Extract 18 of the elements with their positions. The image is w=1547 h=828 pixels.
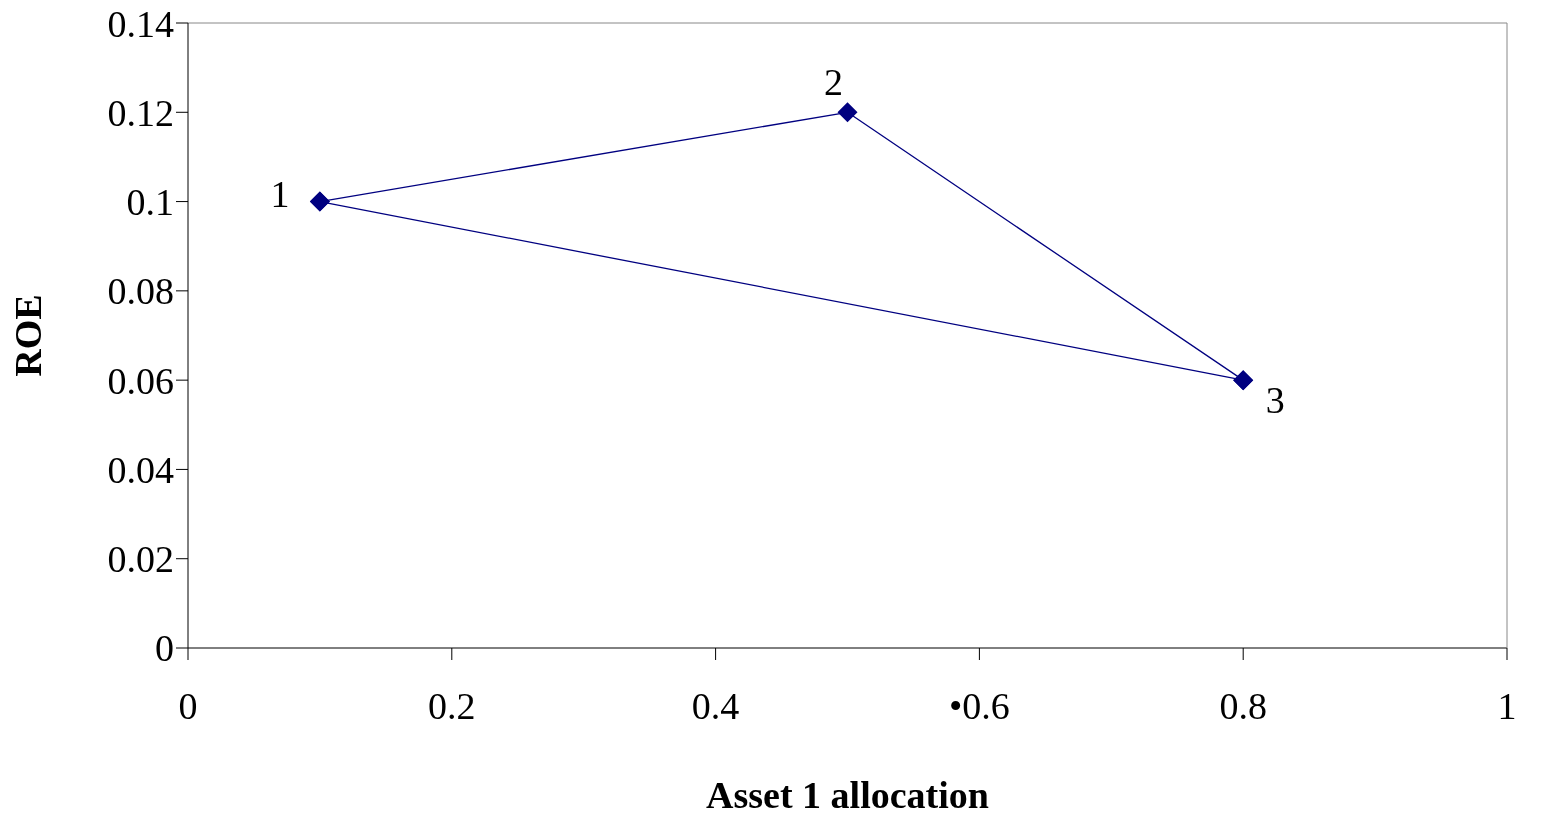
y-tick-label: 0.08 [107, 270, 174, 313]
annotation: 3 [1265, 379, 1285, 422]
x-tick-label: 0.4 [691, 684, 740, 727]
x-tick-label: 0.2 [428, 684, 476, 727]
annotation: 1 [270, 172, 290, 215]
y-tick-label: 0.02 [107, 538, 174, 581]
x-tick-label: 0.8 [1219, 684, 1267, 727]
y-tick-label: 0.14 [107, 2, 174, 45]
annotation: 2 [824, 61, 843, 104]
y-tick-label: 0.1 [126, 181, 174, 224]
x-axis-title: Asset 1 allocation [706, 774, 989, 816]
y-tick-label: 0 [155, 627, 174, 670]
y-axis-title: ROE [7, 294, 50, 377]
y-tick-label: 0.12 [107, 91, 174, 134]
x-tick-label: •0.6 [948, 684, 1010, 727]
x-tick-label: 1 [1497, 684, 1517, 727]
y-tick-label: 0.06 [107, 359, 174, 402]
y-tick-label: 0.04 [107, 448, 174, 491]
